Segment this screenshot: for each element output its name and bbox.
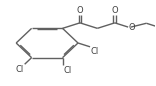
Text: O: O	[77, 6, 83, 15]
Text: O: O	[111, 6, 118, 15]
Text: Cl: Cl	[91, 47, 99, 56]
Text: Cl: Cl	[63, 66, 71, 75]
Text: Cl: Cl	[16, 65, 24, 74]
Text: O: O	[129, 23, 136, 32]
